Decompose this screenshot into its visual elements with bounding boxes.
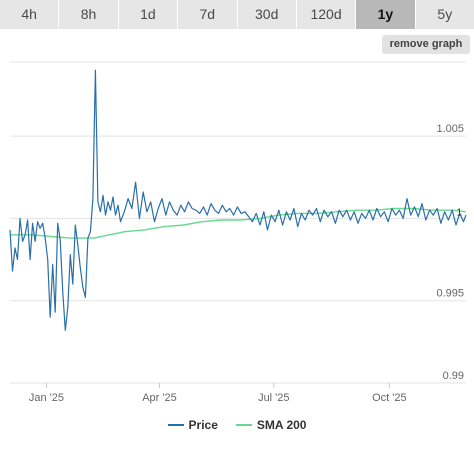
tab-1y[interactable]: 1y [356,0,416,29]
last-value-label: 1 [456,207,462,218]
legend-swatch-price [167,424,184,426]
x-tick-label: Jul '25 [258,392,289,404]
legend-item-sma[interactable]: SMA 200 [235,418,307,432]
tab-4h[interactable]: 4h [0,0,60,29]
tab-30d[interactable]: 30d [237,0,297,29]
tab-5y[interactable]: 5y [415,0,474,29]
legend-swatch-sma [235,424,252,426]
x-tick-label: Jan '25 [29,392,64,404]
chart-legend: Price SMA 200 [0,418,474,432]
x-tick-label: Apr '25 [142,392,177,404]
remove-graph-button[interactable]: remove graph [382,35,470,54]
y-tick-label: 0.995 [436,288,464,300]
legend-label-price: Price [188,418,218,432]
tab-120d[interactable]: 120d [296,0,357,29]
tab-8h[interactable]: 8h [59,0,119,29]
y-tick-label: 0.99 [443,370,464,382]
price-line [9,69,467,331]
legend-label-sma: SMA 200 [256,418,307,432]
tab-1d[interactable]: 1d [118,0,179,29]
timeframe-tabs: 4h 8h 1d 7d 30d 120d 1y 5y [0,0,474,29]
sma-200-line [10,207,467,239]
legend-item-price[interactable]: Price [167,418,218,432]
y-tick-label: 1.005 [436,123,464,135]
price-chart: 0.99 0.995 1.005 Jan '25 Apr '25 Jul '25 Oct '… [9,61,467,404]
tab-7d[interactable]: 7d [178,0,238,29]
x-tick-label: Oct '25 [372,392,407,404]
